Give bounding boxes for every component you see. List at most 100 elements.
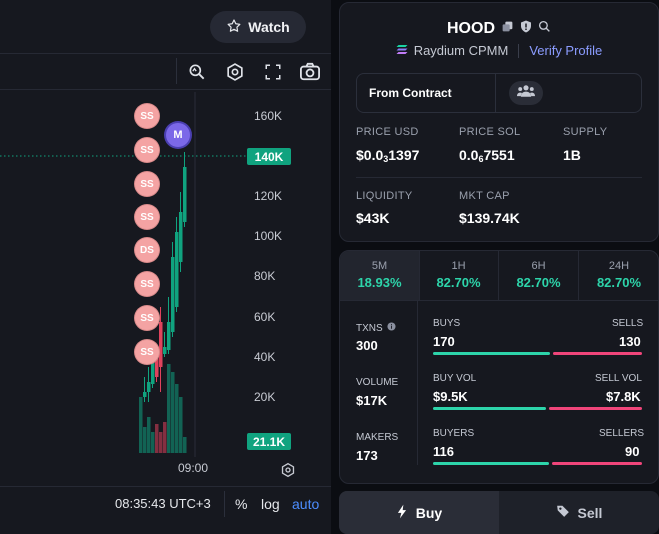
liquidity-label: LIQUIDITY <box>356 190 413 202</box>
sells-value: 130 <box>619 334 641 349</box>
users-icon <box>517 84 535 103</box>
trade-marker-ds[interactable]: DS <box>135 238 159 262</box>
y-tick-20k: 20K <box>254 390 276 404</box>
volume-bar <box>155 424 159 453</box>
sellers-value: 90 <box>625 444 640 459</box>
from-contract-label[interactable]: From Contract <box>369 86 452 100</box>
liquidity-value: $43K <box>356 210 390 226</box>
volume-bar <box>167 364 171 453</box>
active-tab-bg <box>340 251 419 300</box>
price-sol-value: 0.067551 <box>459 147 515 164</box>
candlestick-chart <box>0 92 247 457</box>
token-header: HOOD <box>339 20 659 38</box>
log-scale-toggle[interactable]: log <box>261 496 280 512</box>
dex-row: Raydium CPMM Verify Profile <box>339 43 659 58</box>
sells-label: SELLS <box>612 318 644 329</box>
buys-value: 170 <box>433 334 455 349</box>
trade-marker-ss[interactable]: SS <box>135 272 159 296</box>
makers-label: MAKERS <box>356 432 399 443</box>
txns-label-row: TXNS <box>356 322 396 334</box>
mkt-cap-value: $139.74K <box>459 210 520 226</box>
watch-button[interactable]: Watch <box>210 11 306 43</box>
volume-label: VOLUME <box>356 377 399 388</box>
buy-vol-bar <box>433 407 547 410</box>
chart-toolbar <box>0 54 331 90</box>
buy-vol-value: $9.5K <box>433 389 468 404</box>
camera-icon[interactable] <box>298 60 322 84</box>
volume-value: $17K <box>356 393 388 408</box>
sell-vol-label: SELL VOL <box>595 373 642 384</box>
tab-6h[interactable]: 6H 82.70% <box>499 250 579 300</box>
candle-body <box>143 392 147 397</box>
trade-marker-ss[interactable]: SS <box>135 340 159 364</box>
verify-profile-link[interactable]: Verify Profile <box>529 43 603 58</box>
sell-vol-value: $7.8K <box>606 389 641 404</box>
current-price-tag: 140K <box>247 148 291 165</box>
community-button[interactable] <box>509 81 543 105</box>
lightning-icon <box>396 504 408 522</box>
candle-body <box>167 322 171 350</box>
info-icon[interactable] <box>387 322 396 334</box>
candle-body <box>151 362 155 384</box>
volume-bar <box>175 384 179 453</box>
y-tick-80k: 80K <box>254 269 276 283</box>
sell-vol-bar <box>549 407 642 410</box>
sell-button[interactable]: Sell <box>499 491 659 534</box>
price-plot[interactable] <box>0 92 331 485</box>
buyers-label: BUYERS <box>433 428 475 439</box>
volume-bar <box>159 432 163 453</box>
price-sol-label: PRICE SOL <box>459 126 521 138</box>
dex-name[interactable]: Raydium CPMM <box>413 43 509 58</box>
shield-icon[interactable] <box>520 20 532 38</box>
copy-icon[interactable] <box>501 20 514 38</box>
toolbar-divider <box>176 58 177 84</box>
trade-marker-ss[interactable]: SS <box>135 104 159 128</box>
sells-bar <box>553 352 642 355</box>
search-icon[interactable] <box>538 20 551 38</box>
clock-time[interactable]: 08:35:43 UTC+3 <box>115 496 211 511</box>
buys-label: BUYS <box>433 318 461 329</box>
candle-body <box>183 167 187 222</box>
chart-bottom-bar <box>0 486 331 534</box>
tab-1h[interactable]: 1H 82.70% <box>419 250 499 300</box>
trade-marker-ss[interactable]: SS <box>135 138 159 162</box>
volume-bar <box>139 397 143 453</box>
y-tick-60k: 60K <box>254 310 276 324</box>
y-tick-120k: 120K <box>254 189 283 203</box>
trade-marker-ss[interactable]: SS <box>135 172 159 196</box>
axis-settings-icon[interactable] <box>280 462 296 483</box>
x-tick-0900: 09:00 <box>178 461 209 475</box>
zoom-search-icon[interactable] <box>185 60 209 84</box>
migration-marker[interactable]: M <box>166 123 190 147</box>
volume-bar <box>179 397 183 453</box>
trade-marker-ss[interactable]: SS <box>135 205 159 229</box>
contract-box <box>356 73 642 113</box>
candle-body <box>171 257 175 332</box>
fullscreen-icon[interactable] <box>261 60 285 84</box>
contract-divider <box>495 73 496 113</box>
candle-body <box>175 232 179 307</box>
stats-divider <box>356 177 642 178</box>
solana-icon <box>396 43 408 58</box>
auto-scale-toggle[interactable]: auto <box>292 496 320 512</box>
sellers-label: SELLERS <box>599 428 645 439</box>
trade-marker-ss[interactable]: SS <box>135 306 159 330</box>
settings-hexagon-icon[interactable] <box>223 60 247 84</box>
volume-tag: 21.1K <box>247 433 291 450</box>
buy-vol-ratio-bar <box>433 407 642 410</box>
buys-ratio-bar <box>433 352 642 355</box>
y-tick-100k: 100K <box>254 229 283 243</box>
dex-divider <box>518 43 520 58</box>
y-tick-40k: 40K <box>254 350 276 364</box>
supply-label: SUPPLY <box>563 126 608 138</box>
percent-scale-toggle[interactable]: % <box>235 496 248 512</box>
tab-24h[interactable]: 24H 82.70% <box>596 260 642 290</box>
supply-value: 1B <box>563 147 581 163</box>
bottom-divider <box>224 491 225 517</box>
tab-5m[interactable]: 5M 18.93% <box>340 250 420 300</box>
price-usd-value: $0.031397 <box>356 147 420 164</box>
buy-button[interactable]: Buy <box>339 491 499 534</box>
tabs-divider <box>340 300 658 301</box>
txns-label: TXNS <box>356 322 383 334</box>
tag-icon <box>556 504 570 521</box>
